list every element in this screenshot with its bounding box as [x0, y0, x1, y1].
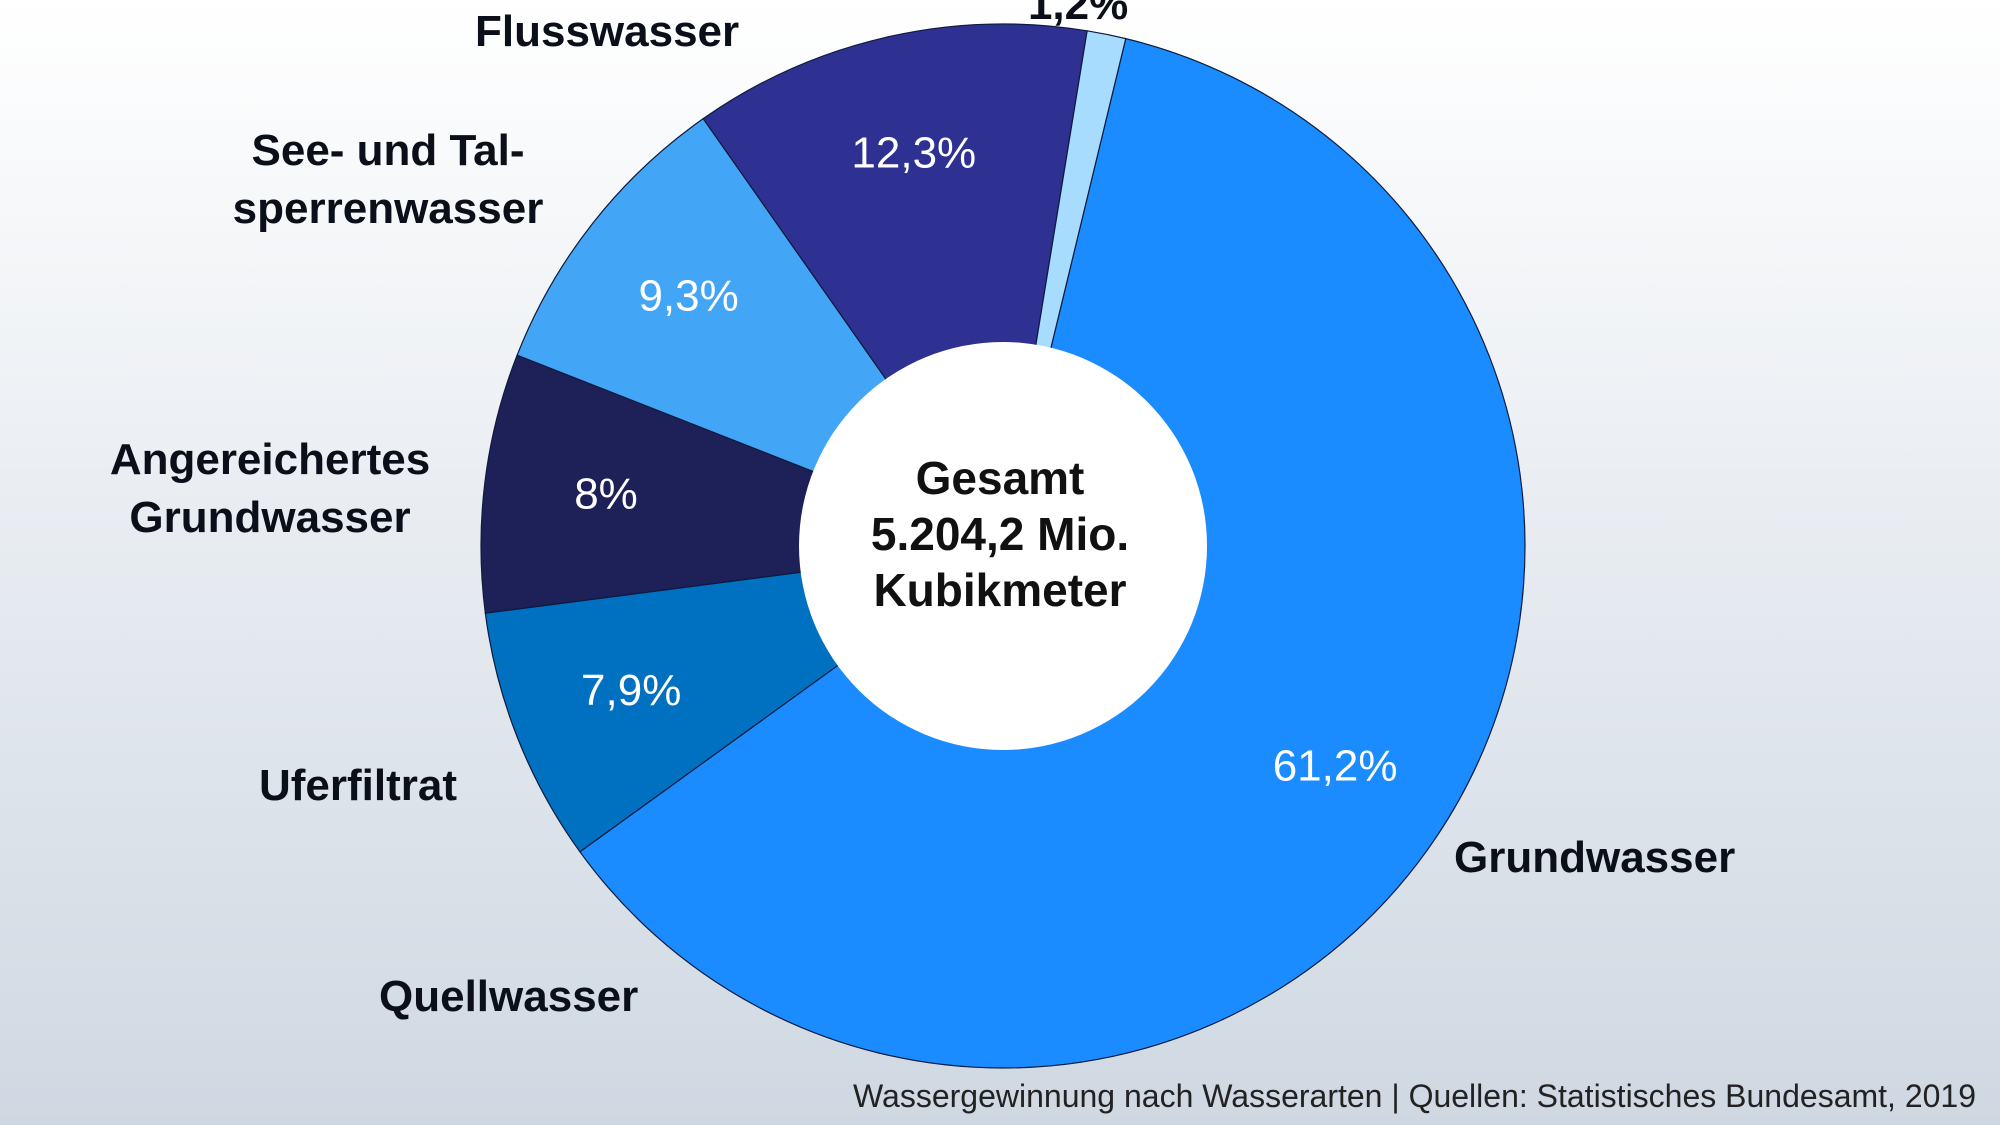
label-quellwasser: Quellwasser [379, 972, 639, 1021]
source-caption: Wassergewinnung nach Wasserarten | Quell… [853, 1078, 1976, 1114]
value-label-flusswasser: 1,2% [1028, 0, 1128, 29]
donut-hole [799, 342, 1207, 750]
segment-value-labels: 61,2% 7,9% 8% 9,3% 12,3% 1,2% [574, 0, 1397, 791]
value-label-see-und-tal-sperrenwasser: 12,3% [851, 129, 976, 178]
label-grundwasser: Grundwasser [1454, 833, 1736, 882]
label-uferfiltrat: Uferfiltrat [259, 761, 458, 810]
label-angereichertes-grundwasser: Angereichertes Grundwasser [109, 435, 431, 542]
value-label-uferfiltrat: 8% [574, 470, 638, 519]
donut-center-total: Gesamt 5.204,2 Mio. Kubikmeter [870, 452, 1130, 616]
value-label-angereichertes-grundwasser: 9,3% [638, 271, 738, 320]
label-see-und-talsperrenwasser: See- und Tal- sperrenwasser [232, 126, 544, 233]
label-flusswasser: Flusswasser [475, 7, 740, 56]
value-label-grundwasser: 61,2% [1273, 742, 1398, 791]
value-label-quellwasser: 7,9% [581, 666, 681, 715]
